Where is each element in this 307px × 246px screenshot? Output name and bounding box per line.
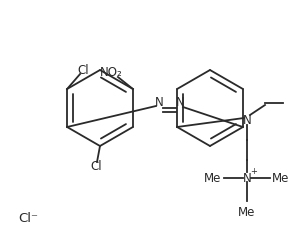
Text: N: N [176,95,185,108]
Text: Cl: Cl [77,64,89,77]
Text: N: N [155,95,163,108]
Text: Me: Me [238,205,256,218]
Text: Me: Me [272,171,290,184]
Text: N: N [243,171,251,184]
Text: NO₂: NO₂ [99,66,122,79]
Text: Me: Me [204,171,222,184]
Text: +: + [251,167,258,175]
Text: Cl⁻: Cl⁻ [18,212,38,225]
Text: Cl: Cl [90,159,102,172]
Text: N: N [243,113,251,126]
